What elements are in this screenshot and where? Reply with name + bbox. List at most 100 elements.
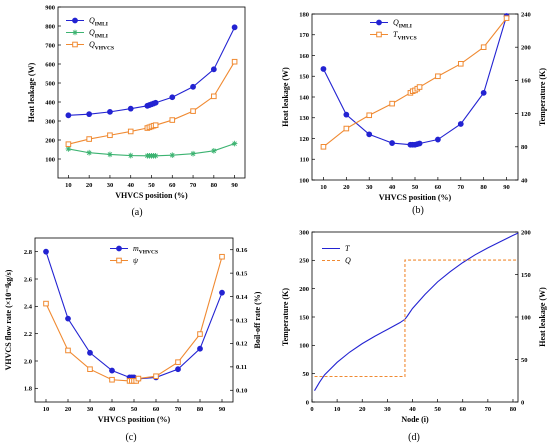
y-tick-label: 800 (45, 23, 55, 30)
panel-label: (c) (125, 432, 136, 443)
data-point (343, 111, 350, 118)
data-point (65, 146, 72, 152)
data-point (152, 99, 159, 106)
y-tick-label: 140 (299, 94, 309, 101)
data-point (457, 121, 464, 127)
data-point (435, 73, 441, 80)
x-tick-label: 80 (197, 406, 204, 413)
data-point (86, 149, 92, 156)
x-tick-label: 10 (65, 182, 72, 189)
data-point (65, 141, 72, 147)
legend-label: T (345, 244, 350, 253)
data-point (231, 58, 238, 65)
y-axis-label: Heat leakage (W) (281, 67, 290, 127)
legend-label: Q (345, 256, 351, 265)
y-tick-label: 50 (303, 371, 310, 378)
y-axis-label: Heat leakage (W) (27, 62, 36, 122)
legend-name: Q (345, 256, 351, 265)
legend-subscript: IMLI (399, 24, 412, 30)
y2-tick-label: 0.16 (236, 247, 248, 254)
data-point (152, 122, 159, 128)
x-tick-label: 30 (107, 182, 114, 189)
y-tick-label: 120 (299, 136, 309, 143)
x-tick-label: 60 (169, 182, 176, 189)
y-tick-label: 250 (299, 258, 309, 265)
legend-name: Q (89, 40, 95, 49)
x-axis-label: VHVCS position (%) (98, 415, 171, 424)
y-tick-label: 300 (299, 229, 309, 236)
legend-name: T (345, 244, 350, 253)
data-point (86, 136, 92, 142)
legend-subscript: VHVCS (139, 250, 158, 256)
y-axis-label: VHVCS flow rate (×10⁻⁴kg/s) (4, 269, 13, 370)
data-point (43, 300, 49, 307)
legend-entry: TVHVCS (370, 30, 417, 42)
data-point (87, 349, 93, 356)
y-tick-label: 0 (306, 399, 309, 406)
legend-marker (72, 41, 78, 48)
legend-marker (116, 257, 122, 264)
x-tick-label: 10 (320, 184, 327, 191)
data-point (197, 345, 203, 352)
y2-tick-label: 0.13 (236, 317, 248, 324)
y2-tick-label: 150 (521, 272, 531, 279)
data-point (169, 94, 176, 101)
y2-tick-label: 0 (521, 399, 524, 406)
legend-entry: Q (322, 256, 351, 265)
panel-label: (a) (131, 207, 142, 218)
series-line (45, 251, 223, 380)
x-tick-label: 50 (131, 406, 138, 413)
data-point (65, 347, 71, 354)
series-2 (65, 58, 238, 147)
y-tick-label: 700 (45, 42, 55, 49)
data-point (190, 150, 196, 157)
x-tick-label: 90 (231, 182, 238, 189)
y-tick-label: 200 (299, 286, 309, 293)
y-tick-label: 1.8 (24, 386, 33, 393)
y2-axis-label: Heat leakage (W) (538, 287, 547, 347)
legend-name: m (133, 244, 139, 253)
y-tick-label: 180 (299, 11, 309, 18)
x-tick-label: 80 (480, 184, 487, 191)
legend-name: ψ (133, 256, 139, 265)
chart-panel-c: 10 20 30 40 50 60 70 80 90 1.8 2.0 2.2 2.4 2.6 2.8 0.10… (4, 237, 262, 443)
legend-subscript: IMLI (95, 22, 108, 28)
x-tick-label: 10 (334, 406, 341, 413)
data-point (389, 100, 395, 107)
x-tick-label: 20 (343, 184, 350, 191)
y2-tick-label: 50 (521, 357, 528, 364)
data-point (86, 111, 93, 118)
legend-entry: mVHVCS (110, 244, 158, 256)
legend-subscript: VHVCS (397, 36, 416, 42)
data-point (65, 112, 72, 119)
x-tick-label: 90 (503, 184, 510, 191)
legend-name: Q (393, 18, 399, 27)
data-point (219, 253, 225, 260)
legend-entry: ψ (110, 256, 139, 265)
y2-tick-label: 40 (521, 177, 528, 184)
y2-tick-label: 0.12 (236, 341, 247, 348)
data-point (127, 152, 134, 159)
y-tick-label: 2.6 (24, 276, 33, 283)
x-tick-label: 70 (190, 182, 197, 189)
y2-tick-label: 0.14 (236, 294, 248, 301)
y-tick-label: 400 (45, 99, 55, 106)
legend-marker (72, 17, 78, 24)
y-tick-label: 200 (45, 137, 55, 144)
legend-label: QIMLI (89, 16, 108, 28)
y-tick-label: 130 (299, 115, 309, 122)
y-tick-label: 110 (300, 157, 309, 164)
x-tick-label: 30 (384, 406, 391, 413)
data-point (175, 359, 181, 365)
legend-label: QVHVCS (89, 40, 114, 52)
data-point (231, 24, 238, 31)
data-point (503, 15, 510, 21)
x-tick-label: 60 (435, 184, 442, 191)
data-point (416, 84, 423, 90)
x-tick-label: 30 (87, 406, 94, 413)
x-tick-label: 80 (510, 406, 517, 413)
series-1 (43, 253, 225, 384)
series-0 (314, 232, 519, 391)
x-tick-label: 0 (310, 406, 313, 413)
legend-entry: T (322, 244, 350, 253)
